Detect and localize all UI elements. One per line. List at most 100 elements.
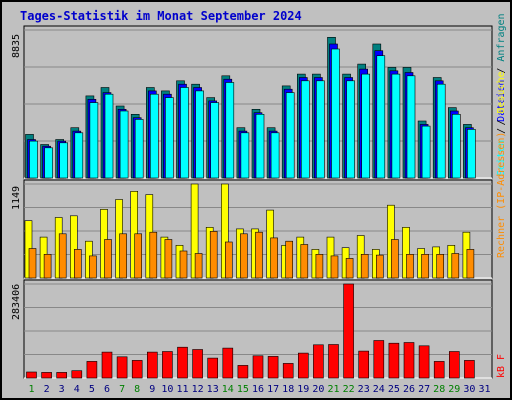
x-axis-day-labels: 1 2 3 4 5 6 7 8 9 10 11 12 13 14 15 16 17 18 19 20 21 22 23 24 2…	[28, 384, 490, 395]
bar-hosts-day-28	[436, 254, 445, 279]
x-tick-label-day-23: 23	[358, 384, 370, 395]
bar-kbytes-day-13	[207, 357, 218, 379]
bar-kbytes-day-18	[282, 363, 294, 379]
x-tick-label-day-4: 4	[74, 384, 80, 395]
x-tick-label-day-7: 7	[119, 384, 125, 395]
bar-kbytes-day-17	[267, 356, 279, 379]
x-tick-label-day-5: 5	[89, 384, 95, 395]
bar-pages-day-4	[74, 132, 84, 179]
middle-panel-legend: Rechner (IP-Adressen) / Besuche	[496, 71, 507, 258]
bar-kbytes-day-8	[131, 360, 143, 379]
x-tick-label-day-22: 22	[343, 384, 355, 395]
x-tick-label-day-9: 9	[149, 384, 155, 395]
bar-pages-day-20	[316, 80, 325, 179]
bar-hosts-day-4	[74, 249, 82, 279]
x-tick-label-day-29: 29	[448, 384, 460, 395]
legend-hosts: Rechner (IP-Adressen)	[496, 132, 507, 258]
bar-kbytes-day-12	[192, 349, 203, 379]
bar-pages-day-26	[406, 75, 416, 179]
bar-hosts-day-29	[451, 253, 460, 279]
bar-kbytes-day-24	[373, 340, 385, 379]
bar-hosts-day-18	[285, 240, 294, 279]
bar-kbytes-day-4	[71, 370, 83, 379]
x-tick-label-day-27: 27	[418, 384, 430, 395]
bar-hosts-day-15	[240, 233, 248, 279]
x-tick-label-day-20: 20	[312, 384, 324, 395]
bottom-panel	[23, 279, 493, 379]
bar-pages-day-19	[300, 80, 310, 179]
bar-pages-day-9	[150, 93, 159, 179]
x-tick-label-day-25: 25	[388, 384, 400, 395]
bar-pages-day-21	[331, 48, 340, 179]
bar-pages-day-30	[467, 129, 476, 179]
bar-hosts-day-3	[58, 233, 67, 279]
bar-pages-day-22	[346, 80, 355, 179]
x-tick-label-day-8: 8	[134, 384, 140, 395]
bar-hosts-day-10	[164, 239, 173, 279]
bar-kbytes-day-29	[448, 351, 460, 379]
x-tick-label-day-30: 30	[463, 384, 475, 395]
bar-kbytes-day-7	[116, 356, 128, 379]
bar-hosts-day-6	[104, 239, 112, 279]
x-tick-label-day-3: 3	[59, 384, 65, 395]
middle-panel-y-max-label: 1149	[11, 186, 22, 210]
bar-hosts-day-24	[375, 254, 384, 279]
x-tick-label-day-19: 19	[297, 384, 309, 395]
x-tick-label-day-1: 1	[28, 384, 34, 395]
bar-hosts-day-26	[406, 254, 414, 279]
bar-hosts-day-7	[119, 233, 127, 279]
bar-kbytes-day-16	[252, 355, 264, 379]
bar-pages-day-27	[421, 125, 431, 179]
x-tick-label-day-2: 2	[44, 384, 50, 395]
bar-pages-day-18	[285, 92, 295, 179]
bar-kbytes-day-22	[343, 283, 354, 379]
bar-hosts-day-25	[391, 239, 399, 279]
x-tick-label-day-21: 21	[327, 384, 339, 395]
bar-kbytes-day-30	[464, 360, 475, 379]
chart-title: Tages-Statistik im Monat September 2024	[20, 9, 302, 23]
bar-kbytes-day-11	[177, 346, 188, 379]
bar-hosts-day-5	[89, 255, 97, 279]
bar-visits-day-4	[70, 215, 78, 279]
x-tick-label-day-28: 28	[433, 384, 445, 395]
bar-visits-day-14	[221, 183, 229, 279]
bar-kbytes-day-2	[41, 372, 52, 379]
legend-pages: Seiten	[496, 140, 507, 176]
bar-hosts-day-20	[315, 254, 324, 279]
legend-separator: /	[496, 122, 507, 140]
bar-hosts-day-13	[209, 231, 218, 279]
bar-pages-day-24	[376, 55, 386, 179]
bar-pages-day-3	[59, 142, 69, 179]
bar-pages-day-13	[210, 102, 219, 179]
bar-kbytes-day-15	[237, 365, 249, 379]
legend-visits: Besuche	[496, 71, 507, 113]
x-tick-label-day-24: 24	[373, 384, 385, 395]
x-tick-label-day-14: 14	[222, 384, 234, 395]
bar-pages-day-16	[255, 114, 265, 179]
bar-pages-day-14	[225, 82, 235, 179]
bar-pages-day-11	[180, 87, 189, 179]
bar-kbytes-day-27	[418, 345, 430, 379]
bar-hosts-day-11	[179, 250, 188, 279]
bar-pages-day-29	[451, 114, 461, 179]
x-tick-label-day-6: 6	[104, 384, 110, 395]
bar-pages-day-7	[119, 110, 129, 179]
legend-kbytes: kB F	[496, 354, 507, 378]
chart-panels	[23, 25, 493, 379]
bar-pages-day-28	[436, 83, 446, 179]
x-tick-label-day-17: 17	[267, 384, 279, 395]
bar-pages-day-2	[44, 147, 53, 179]
bar-hosts-day-21	[330, 255, 339, 279]
bar-pages-day-1	[29, 140, 38, 179]
legend-separator: /	[496, 62, 507, 80]
bar-pages-day-25	[391, 73, 401, 179]
legend-files: Dateien	[496, 80, 507, 122]
bar-pages-day-17	[270, 132, 280, 179]
bottom-panel-y-max-label: 283406	[11, 284, 22, 320]
x-tick-label-day-16: 16	[252, 384, 264, 395]
bar-kbytes-day-9	[147, 351, 158, 379]
bar-kbytes-day-10	[162, 351, 173, 379]
x-tick-label-day-18: 18	[282, 384, 294, 395]
